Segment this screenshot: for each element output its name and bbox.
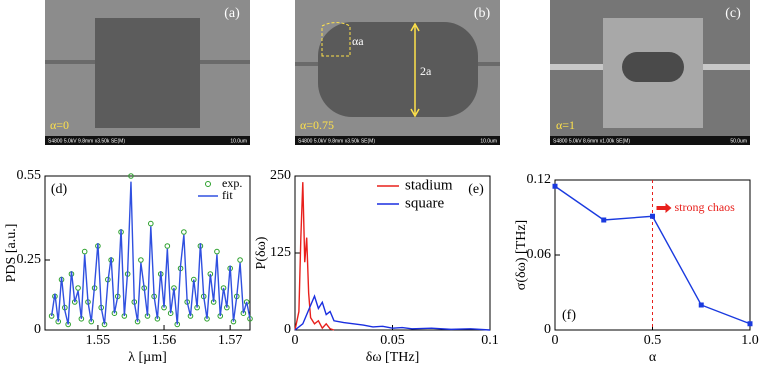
- x-tick-label: 1.57: [218, 333, 243, 348]
- data-point: [181, 229, 187, 235]
- panel-label: (d): [51, 182, 68, 197]
- data-point: [148, 220, 154, 227]
- height-label: 2a: [420, 64, 432, 78]
- annotation-arrow: [656, 203, 672, 213]
- y-axis-label: σ(δω) [THz]: [514, 220, 529, 290]
- x-tick-label: 0: [292, 333, 299, 348]
- data-point: [601, 217, 607, 223]
- x-axis-label: α: [649, 350, 657, 365]
- x-tick-label: 1.0: [741, 333, 759, 348]
- x-tick-label: 0.05: [380, 333, 405, 348]
- x-tick-label: 0.1: [481, 333, 499, 348]
- image-info: S4800 5.0kV 8.6mm x1.00k SE(M): [553, 138, 630, 144]
- y-tick-label: 0: [34, 322, 41, 337]
- alpha-label: α=0.75: [300, 118, 334, 132]
- data-line: [294, 294, 491, 331]
- data-point: [552, 183, 558, 189]
- legend-label: square: [405, 195, 444, 211]
- data-point: [214, 248, 220, 255]
- data-point: [81, 248, 88, 255]
- y-tick-label: 0.25: [17, 252, 42, 267]
- panel-label: (c): [725, 6, 741, 21]
- corner-label: αa: [352, 34, 364, 48]
- data-line: [294, 182, 335, 331]
- sem-image-b: (b) αa 2a α=0.75 S4800 5.0kV 9.8mm x3.50…: [295, 0, 500, 145]
- x-axis-label: δω [THz]: [366, 350, 420, 365]
- image-info: S4800 5.0kV 9.8mm x3.50k SE(M): [298, 138, 375, 144]
- x-tick-label: 0.5: [644, 333, 662, 348]
- y-tick-label: 0.12: [527, 172, 552, 187]
- y-tick-label: 0.06: [527, 247, 552, 262]
- alpha-label: α=0: [50, 118, 69, 132]
- y-tick-label: 125: [270, 245, 291, 260]
- x-tick-label: 0: [552, 333, 559, 348]
- y-tick-label: 0: [544, 322, 551, 337]
- data-point: [237, 257, 243, 263]
- image-info: S4800 5.0kV 9.8mm x3.50k SE(M): [48, 138, 125, 144]
- panel-label: (e): [468, 182, 484, 197]
- data-point: [75, 285, 81, 291]
- annotation-text: strong chaos: [675, 200, 736, 214]
- y-axis-label: P(δω): [254, 236, 269, 269]
- y-tick-label: 0.55: [17, 168, 42, 183]
- data-point: [164, 243, 171, 249]
- panel-label: (a): [224, 6, 240, 21]
- data-point: [128, 173, 134, 179]
- legend-label: fit: [222, 188, 233, 202]
- data-line: [50, 181, 251, 325]
- sem-image-a: (a) α=0 S4800 5.0kV 9.8mm x3.50k SE(M) 1…: [45, 0, 250, 145]
- y-tick-label: 250: [270, 168, 291, 183]
- legend-marker: [205, 181, 211, 187]
- y-axis-label: PDS [a.u.]: [4, 224, 19, 283]
- sem-image-c: (c) α=1 S4800 5.0kV 8.6mm x1.00k SE(M) 5…: [550, 0, 750, 145]
- x-tick-label: 1.55: [86, 333, 111, 348]
- scale-label: 50.0um: [730, 138, 747, 144]
- scale-label: 10.0um: [230, 138, 247, 144]
- data-point: [650, 213, 655, 219]
- data-point: [138, 257, 144, 263]
- panel-label: (b): [474, 6, 491, 21]
- x-axis-label: λ [µm]: [128, 350, 167, 365]
- data-point: [698, 302, 704, 308]
- legend-label: exp.: [222, 176, 242, 190]
- legend-label: stadium: [405, 177, 453, 193]
- y-tick-label: 0: [284, 322, 291, 337]
- plot-frame: [44, 175, 251, 331]
- data-point: [747, 321, 753, 327]
- alpha-label: α=1: [556, 118, 575, 132]
- panel-label: (f): [562, 308, 576, 323]
- x-tick-label: 1.56: [152, 333, 177, 348]
- scale-label: 10.0um: [480, 138, 497, 144]
